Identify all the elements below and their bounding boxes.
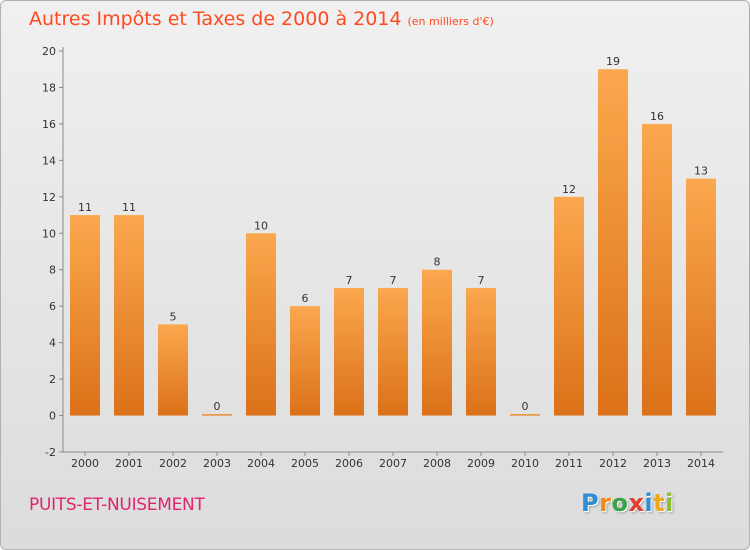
x-tick-label: 2001	[115, 457, 143, 470]
x-tick-label: 2000	[71, 457, 99, 470]
x-tick-label: 2012	[599, 457, 627, 470]
logo-letter: x	[628, 489, 645, 517]
y-tick-label: 8	[49, 264, 56, 277]
y-tick-label: 20	[42, 45, 56, 58]
data-label: 5	[170, 310, 177, 323]
data-label: 0	[522, 400, 529, 413]
bar	[686, 178, 716, 416]
bar	[554, 196, 584, 416]
bar	[114, 215, 144, 416]
bar	[378, 287, 408, 416]
logo-letter: t	[653, 489, 666, 517]
data-label: 7	[390, 274, 397, 287]
bar	[246, 233, 276, 416]
data-label: 19	[606, 55, 620, 68]
bar	[290, 306, 320, 416]
x-tick-label: 2010	[511, 457, 539, 470]
x-tick-label: 2014	[687, 457, 715, 470]
logo-letter: i	[665, 489, 674, 517]
y-tick-label: -2	[45, 446, 56, 459]
y-tick-label: 10	[42, 227, 56, 240]
x-tick-label: 2005	[291, 457, 319, 470]
bar	[642, 123, 672, 416]
chart-title-text: Autres Impôts et Taxes de 2000 à 2014	[29, 8, 402, 30]
logo-letter: r	[599, 489, 612, 517]
data-label: 16	[650, 110, 664, 123]
chart-subtitle: (en milliers d'€)	[407, 15, 494, 28]
y-tick-label: 0	[49, 410, 56, 423]
y-tick-label: 12	[42, 191, 56, 204]
bar	[466, 287, 496, 416]
data-label: 11	[78, 201, 92, 214]
bar	[510, 414, 540, 416]
data-label: 10	[254, 219, 268, 232]
proxiti-logo: Proxiti	[581, 489, 674, 517]
bar	[202, 414, 232, 416]
y-tick-label: 18	[42, 81, 56, 94]
data-label: 7	[478, 274, 485, 287]
chart-title: Autres Impôts et Taxes de 2000 à 2014 (en…	[29, 8, 494, 30]
y-tick-label: 14	[42, 154, 56, 167]
y-tick-label: 2	[49, 373, 56, 386]
x-tick-label: 2002	[159, 457, 187, 470]
logo-letter: i	[644, 489, 654, 517]
logo-letter: P	[581, 489, 600, 517]
data-label: 13	[694, 165, 708, 178]
x-tick-label: 2013	[643, 457, 671, 470]
data-label: 11	[122, 201, 136, 214]
x-tick-label: 2003	[203, 457, 231, 470]
bar	[158, 324, 188, 416]
y-tick-label: 4	[49, 337, 56, 350]
data-label: 0	[214, 400, 221, 413]
data-label: 7	[346, 274, 353, 287]
x-tick-label: 2007	[379, 457, 407, 470]
data-label: 8	[434, 256, 441, 269]
data-label: 6	[302, 292, 309, 305]
logo-letter: o	[611, 489, 629, 517]
bar	[598, 69, 628, 416]
x-tick-label: 2011	[555, 457, 583, 470]
y-tick-label: 6	[49, 300, 56, 313]
x-tick-label: 2006	[335, 457, 363, 470]
bar	[422, 269, 452, 416]
x-tick-label: 2009	[467, 457, 495, 470]
x-tick-label: 2004	[247, 457, 275, 470]
bar	[334, 287, 364, 416]
bar	[70, 215, 100, 416]
data-label: 12	[562, 183, 576, 196]
y-tick-label: 16	[42, 118, 56, 131]
x-tick-label: 2008	[423, 457, 451, 470]
commune-name: PUITS-ET-NUISEMENT	[29, 495, 205, 515]
